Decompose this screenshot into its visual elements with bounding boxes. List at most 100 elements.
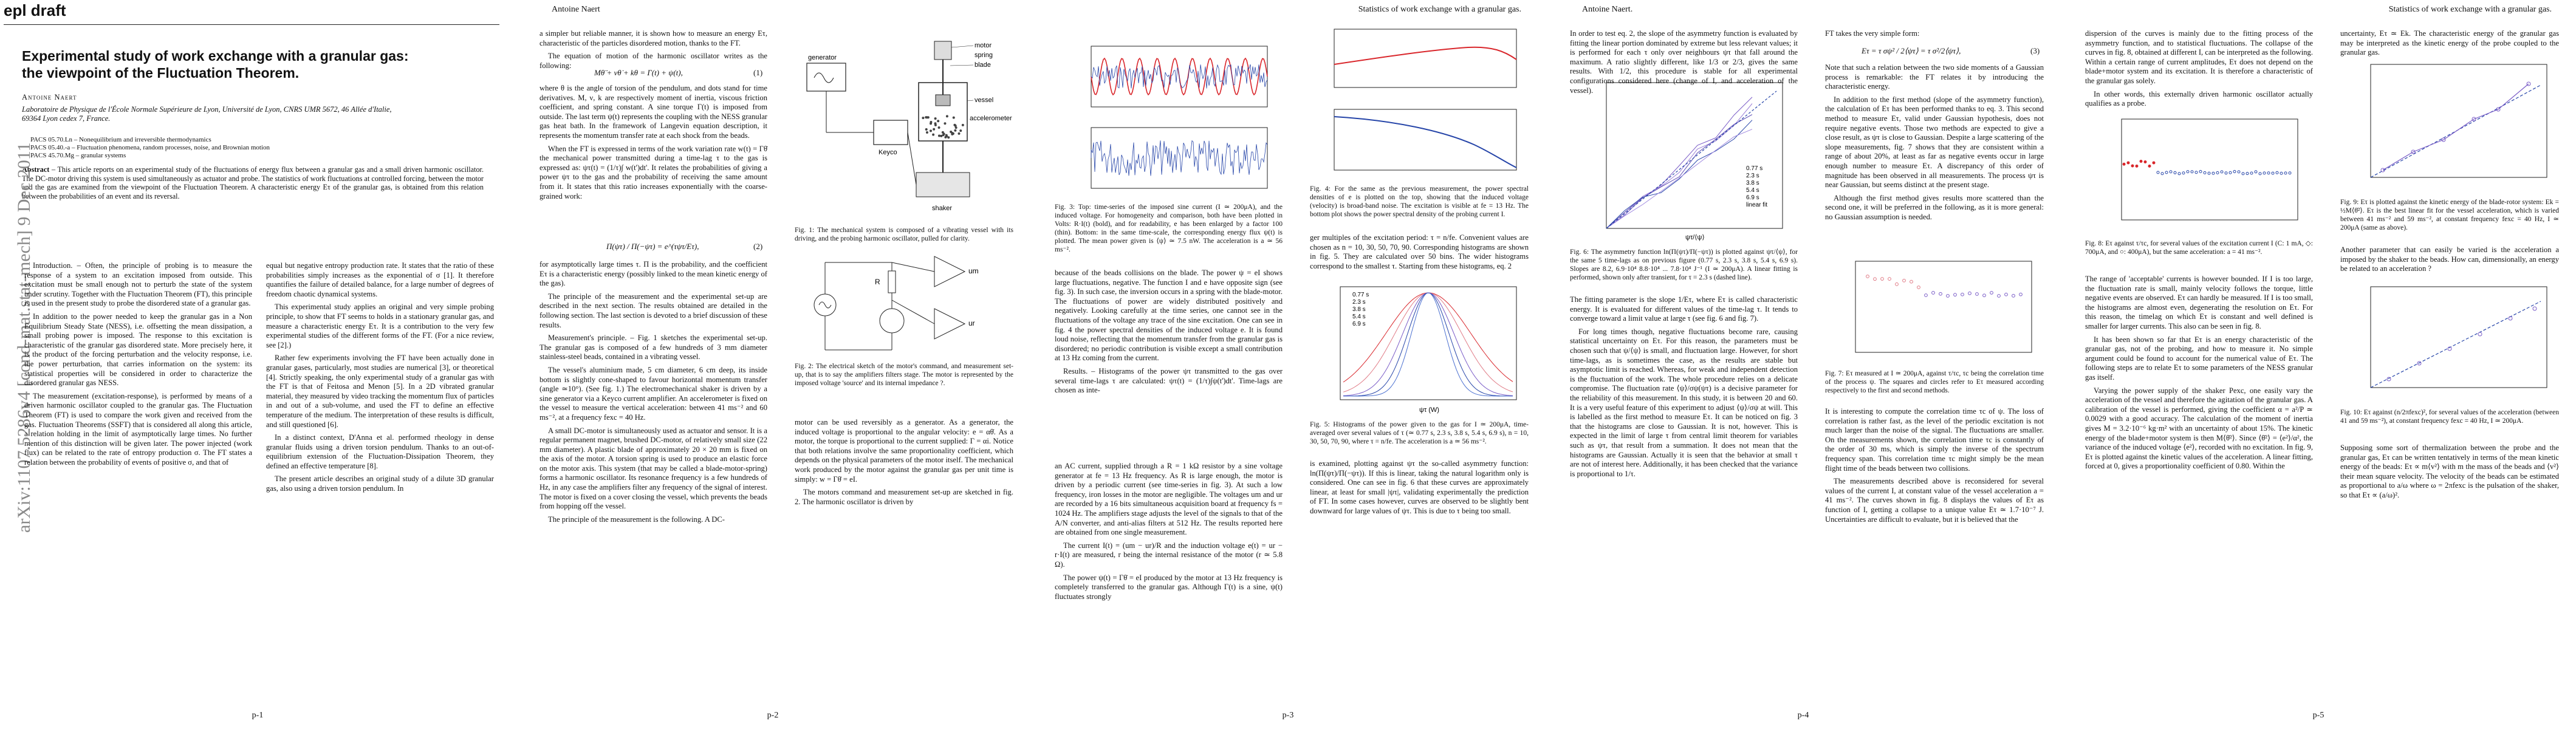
power-noise-curve — [1091, 140, 1268, 176]
equation-number: (2) — [753, 242, 763, 251]
plot-frame — [2370, 64, 2547, 178]
figure-4-spectra — [1334, 29, 1517, 171]
paragraph: For long times though, negative fluctuat… — [1570, 327, 1798, 478]
amplifier-triangle — [934, 256, 966, 287]
paragraph: Results. – Histograms of the power ψτ tr… — [1055, 366, 1283, 395]
motor-symbol — [879, 308, 905, 334]
equation-2: Π(ψτ) / Π(−ψτ) = e^(τψτ/Eτ), — [606, 242, 699, 251]
bead — [925, 131, 928, 134]
paragraph: equal but negative entropy production ra… — [266, 261, 494, 298]
asymmetry-curve — [1606, 114, 1753, 229]
label-shaker: shaker — [932, 205, 952, 212]
energy-marker — [2203, 171, 2207, 174]
bead — [934, 122, 937, 125]
energy-marker — [1902, 278, 1906, 282]
paragraph: The current I(t) = (um − ur)/R and the i… — [1055, 541, 1283, 569]
energy-marker — [2233, 169, 2236, 173]
asymmetry-curves — [1606, 97, 1753, 229]
energy-markers — [2380, 81, 2531, 173]
paragraph: dispersion of the curves is mainly due t… — [2085, 29, 2314, 85]
column-right: motor can be used reversibly as a genera… — [795, 418, 1013, 510]
legend-entry: 5.4 s — [1746, 187, 1759, 194]
energy-marker — [2411, 149, 2416, 154]
column-left: Introduction. – Often, the principle of … — [24, 261, 252, 471]
energy-marker — [2386, 377, 2391, 382]
figure-1-setup-diagram: generator Keyco motor spring blade vesse… — [806, 41, 1012, 212]
paragraph: In other words, this externally driven h… — [2085, 89, 2313, 108]
energy-marker — [2173, 171, 2177, 174]
energy-marker — [1939, 292, 1942, 296]
plot-frame — [2121, 118, 2298, 221]
running-header: Antoine Naert — [552, 5, 600, 14]
leader-line — [950, 64, 974, 66]
energy-marker — [2263, 171, 2266, 175]
pacs-item: PACS 45.70.Mg – granular systems — [30, 152, 126, 159]
journal-name: epl draft — [4, 1, 66, 19]
paragraph: This experimental study applies an origi… — [266, 303, 494, 349]
abstract: Abstract – This article reports on an ex… — [22, 165, 484, 200]
page-number: p-1 — [252, 711, 264, 720]
equation-number: (1) — [753, 68, 763, 77]
bead — [929, 129, 932, 132]
wire — [891, 299, 935, 324]
energy-marker — [2508, 316, 2513, 321]
energy-marker — [1866, 275, 1869, 278]
bead — [954, 124, 957, 127]
energy-marker — [2532, 306, 2537, 311]
bead — [937, 134, 940, 137]
paragraph: The equation of motion of the harmonic o… — [540, 52, 767, 70]
histogram-curve — [1343, 292, 1513, 396]
paragraph: because of the beads collisions on the b… — [1055, 269, 1283, 363]
legend-entry: 6.9 s — [1746, 194, 1759, 201]
paragraph: The power ψ(t) = Γθ̇ = eI produced by th… — [1055, 573, 1283, 601]
energy-marker — [2275, 171, 2279, 174]
energy-marker — [2122, 162, 2126, 166]
equation-1: Mθ̈ + νθ̇ + kθ = Γ(t) + ψ(t), — [594, 68, 683, 77]
figure-6-asymmetry: 0.77 s 2.3 s 3.8 s 5.4 s 6.9 s linear fi… — [1606, 82, 1783, 241]
energy-markers — [2122, 159, 2292, 176]
label-um: um — [968, 267, 979, 275]
bead — [942, 134, 945, 137]
pacs-item: PACS 05.40.-a – Fluctuation phenomena, r… — [30, 144, 270, 151]
column-left-text: because of the beads collisions on the b… — [1055, 269, 1283, 399]
energy-marker — [1968, 291, 1971, 295]
wire — [891, 262, 935, 272]
equation-number: (3) — [2030, 46, 2040, 55]
bead — [951, 132, 954, 135]
energy-marker — [2441, 137, 2446, 142]
bead — [952, 116, 955, 119]
paragraph: In addition to the first method (slope o… — [1825, 95, 2044, 190]
energy-markers — [1866, 275, 2023, 298]
data-curve — [2382, 83, 2529, 171]
bead — [930, 122, 933, 125]
bead — [944, 135, 947, 139]
energy-marker — [2447, 346, 2452, 351]
figure-2-circuit-diagram: um ur R — [814, 256, 979, 351]
bead — [954, 126, 957, 129]
label-accelerometer: accelerometer — [970, 115, 1012, 122]
figure-10-energy-accel — [2370, 286, 2547, 388]
bead — [934, 117, 937, 120]
figure-3-caption: Fig. 3: Top: time-series of the imposed … — [1055, 204, 1283, 253]
paragraph: Rather few experiments involving the FT … — [266, 354, 494, 429]
paragraph: The range of 'acceptable' currents is ho… — [2085, 275, 2313, 330]
column-right: equal but negative entropy production ra… — [266, 261, 494, 498]
energy-marker — [1997, 294, 2001, 298]
energy-marker — [2245, 172, 2249, 176]
energy-marker — [2194, 171, 2198, 174]
pacs-list: PACS 05.70.Ln – Nonequilibrium and irrev… — [30, 136, 270, 160]
energy-marker — [1888, 277, 1891, 281]
column-left: dispersion of the curves is mainly due t… — [2085, 29, 2313, 112]
legend-entry: linear fit — [1746, 202, 1767, 208]
figure-8-energy-currents — [2121, 118, 2298, 221]
paragraph: motor can be used reversibly as a genera… — [795, 418, 1013, 484]
energy-marker — [2160, 172, 2164, 176]
paragraph: an AC current, supplied through a R = 1 … — [1055, 462, 1283, 537]
column-left-top: an AC current, supplied through a R = 1 … — [1055, 462, 1283, 605]
energy-marker — [2177, 172, 2181, 176]
energy-marker — [2284, 171, 2287, 175]
energy-marker — [1895, 282, 1899, 286]
paragraph: The principle of the measurement and the… — [540, 292, 767, 329]
bead — [932, 133, 935, 136]
bead — [947, 136, 950, 139]
